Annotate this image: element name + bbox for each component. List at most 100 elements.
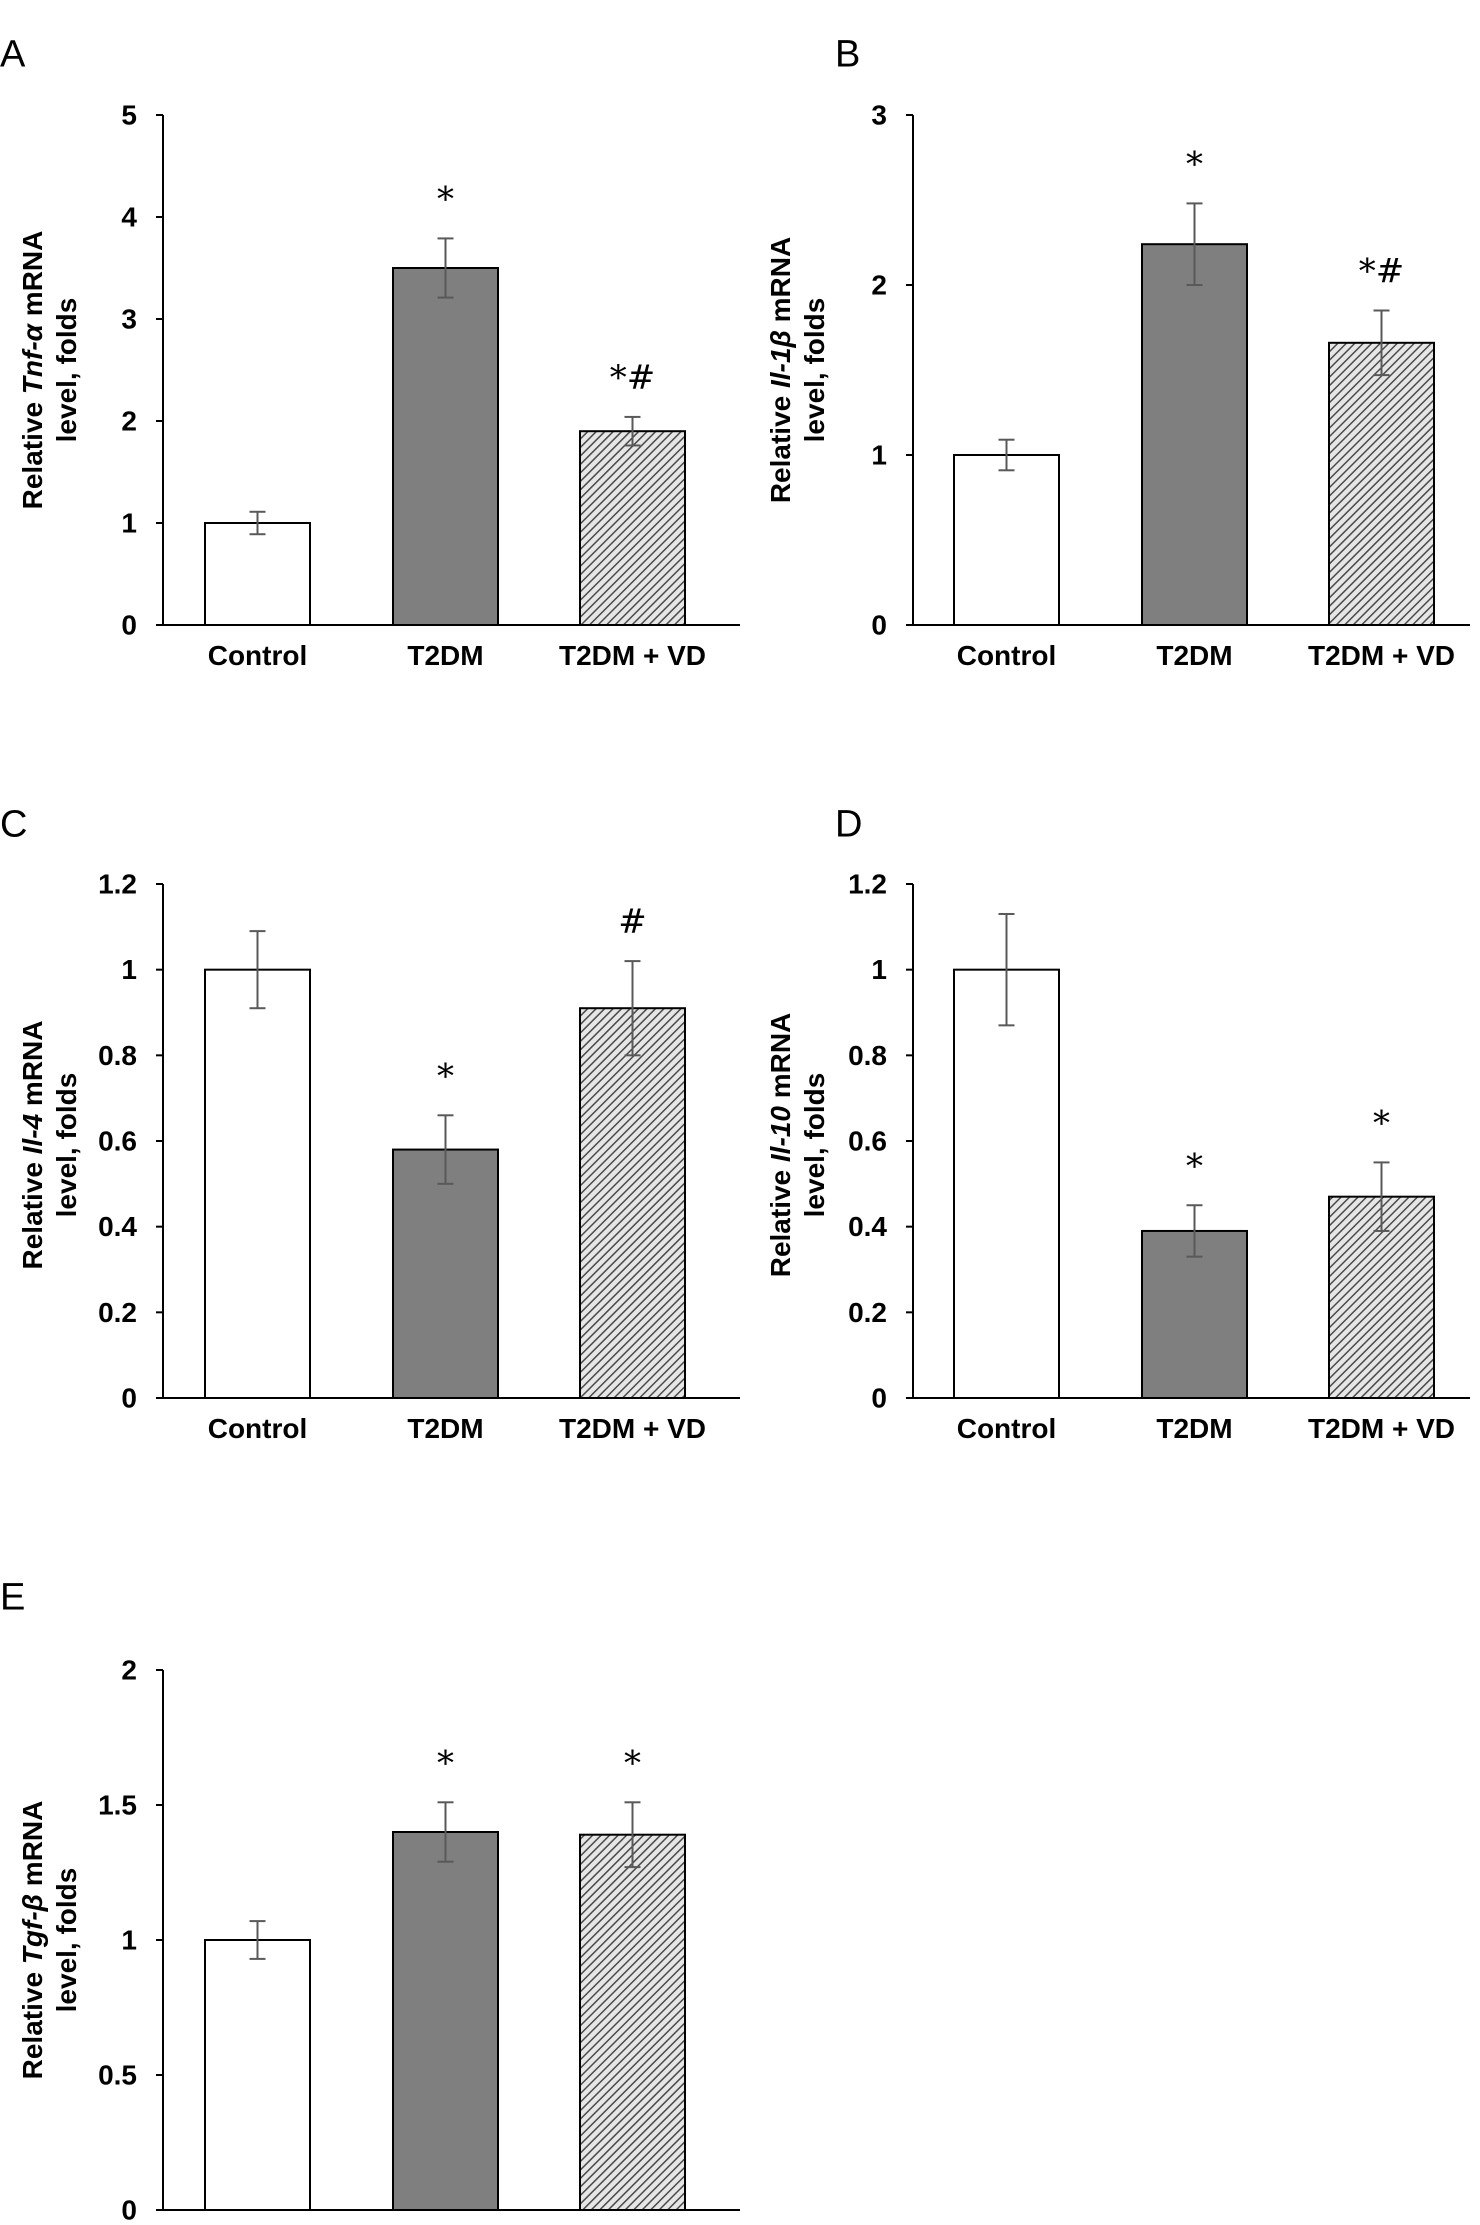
y-axis-label: Relative Il-4 mRNAlevel, folds <box>17 1021 82 1270</box>
significance-marker: * <box>437 1056 454 1096</box>
y-axis-label-gene: Tnf-α <box>17 322 48 394</box>
y-axis-label: Relative Tgf-β mRNAlevel, folds <box>17 1801 82 2080</box>
y-axis-label-line2: level, folds <box>51 1868 82 2013</box>
error-bar <box>249 1920 266 1960</box>
bar-t2dm-vd <box>1328 341 1435 626</box>
y-tick-label: 2 <box>871 270 887 301</box>
y-tick-label: 0 <box>871 1383 887 1414</box>
y-tick-label: 1 <box>871 954 887 985</box>
y-axis-label-prefix: Relative <box>17 394 48 509</box>
y-axis-label-suffix: mRNA <box>765 1013 796 1106</box>
x-category-label: Control <box>208 1413 308 1444</box>
error-bar <box>249 510 266 536</box>
bar-t2dm <box>392 267 499 626</box>
error-bar <box>998 438 1015 472</box>
y-tick-label: 0 <box>121 1383 137 1414</box>
y-tick-label: 0.6 <box>848 1126 887 1157</box>
y-tick-label: 0.2 <box>848 1297 887 1328</box>
chart-panel-d: D 0 0.2 0.4 0.6 0.8 1 1.2 Control * T2DM * T2DM + VD… <box>765 803 1470 1444</box>
significance-marker: * <box>1186 144 1203 184</box>
x-category-label: T2DM + VD <box>559 640 706 671</box>
bar-t2dm-vd <box>579 1833 686 2211</box>
y-tick-label: 0.5 <box>98 2060 137 2091</box>
bar-t2dm-vd <box>579 1007 686 1399</box>
y-axis-label-gene: Tgf-β <box>17 1894 48 1964</box>
y-axis-label-prefix: Relative <box>765 388 796 503</box>
significance-marker: *# <box>610 358 656 398</box>
y-axis-label: Relative Il-1β mRNAlevel, folds <box>765 237 830 503</box>
x-category-label: Control <box>957 1413 1057 1444</box>
bar-control <box>953 454 1060 626</box>
y-tick-label: 0.6 <box>98 1126 137 1157</box>
error-bar <box>1373 309 1390 377</box>
chart-panel-a: A 0 1 2 3 4 5 Control * T2DM *# T2DM + VD Relative T… <box>0 33 740 671</box>
y-tick-label: 1.2 <box>848 869 887 900</box>
panel-letter: C <box>0 803 27 845</box>
y-tick-label: 0 <box>121 2195 137 2225</box>
error-bar <box>624 960 641 1057</box>
y-tick-label: 0.8 <box>848 1040 887 1071</box>
y-axis-label-line2: level, folds <box>799 298 830 443</box>
y-axis-label-prefix: Relative <box>17 1964 48 2079</box>
x-category-label: T2DM <box>407 640 483 671</box>
x-category-label: Control <box>957 640 1057 671</box>
y-tick-label: 3 <box>871 100 887 131</box>
y-tick-label: 1.5 <box>98 1790 137 1821</box>
y-axis-label-line2: level, folds <box>51 1073 82 1218</box>
bar-t2dm <box>392 1831 499 2211</box>
significance-marker: # <box>618 902 647 942</box>
x-category-label: T2DM + VD <box>1308 640 1455 671</box>
y-tick-label: 2 <box>121 1655 137 1686</box>
bar-control <box>204 1939 311 2211</box>
error-bar <box>1186 1204 1203 1258</box>
panel-letter: A <box>0 33 26 75</box>
y-axis-label: Relative Tnf-α mRNAlevel, folds <box>17 231 82 510</box>
x-category-label: T2DM + VD <box>559 1413 706 1444</box>
y-tick-label: 5 <box>121 100 137 131</box>
y-axis-label-suffix: mRNA <box>17 1021 48 1114</box>
error-bar <box>1186 202 1203 286</box>
y-axis-label-suffix: mRNA <box>765 237 796 330</box>
y-tick-label: 2 <box>121 406 137 437</box>
bar-t2dm-vd <box>579 430 686 627</box>
panel-letter: B <box>835 33 860 75</box>
error-bar <box>437 237 454 299</box>
x-category-label: T2DM <box>1156 1413 1232 1444</box>
significance-marker: * <box>437 1743 454 1783</box>
error-bar <box>249 930 266 1010</box>
panel-letter: D <box>835 803 862 845</box>
significance-marker: * <box>624 1743 641 1783</box>
y-axis-label-prefix: Relative <box>17 1154 48 1269</box>
error-bar <box>437 1801 454 1863</box>
y-axis-label-line2: level, folds <box>51 298 82 443</box>
bar-t2dm <box>1141 1229 1248 1399</box>
y-tick-label: 1 <box>121 1925 137 1956</box>
y-axis-label-gene: Il-1β <box>765 330 796 388</box>
error-bar <box>998 912 1015 1027</box>
bar-control <box>204 522 311 626</box>
bar-t2dm-vd <box>1328 1195 1435 1400</box>
significance-marker: * <box>1186 1146 1203 1186</box>
y-tick-label: 0.8 <box>98 1040 137 1071</box>
bar-t2dm <box>392 1148 499 1399</box>
y-tick-label: 3 <box>121 304 137 335</box>
y-axis-label: Relative Il-10 mRNAlevel, folds <box>765 1013 830 1278</box>
significance-marker: *# <box>1359 252 1405 292</box>
y-tick-label: 0 <box>121 610 137 641</box>
error-bar <box>624 1801 641 1869</box>
y-tick-label: 4 <box>121 202 137 233</box>
y-axis-label-line2: level, folds <box>799 1073 830 1218</box>
y-axis-label-gene: Il-4 <box>17 1113 48 1154</box>
panel-letter: E <box>0 1576 25 1618</box>
significance-marker: * <box>437 179 454 219</box>
chart-panel-b: B 0 1 2 3 Control * T2DM *# T2DM + VD Relative Il-… <box>765 33 1470 671</box>
error-bar <box>624 415 641 447</box>
y-tick-label: 0.2 <box>98 1297 137 1328</box>
chart-panel-e: E00.511.52Control*T2DM*T2DM + VDRelative… <box>0 1576 740 2225</box>
y-axis-label-suffix: mRNA <box>17 1801 48 1894</box>
y-tick-label: 0.4 <box>98 1211 137 1242</box>
significance-marker: * <box>1373 1103 1390 1143</box>
y-axis-label-prefix: Relative <box>765 1162 796 1277</box>
y-tick-label: 1 <box>121 508 137 539</box>
